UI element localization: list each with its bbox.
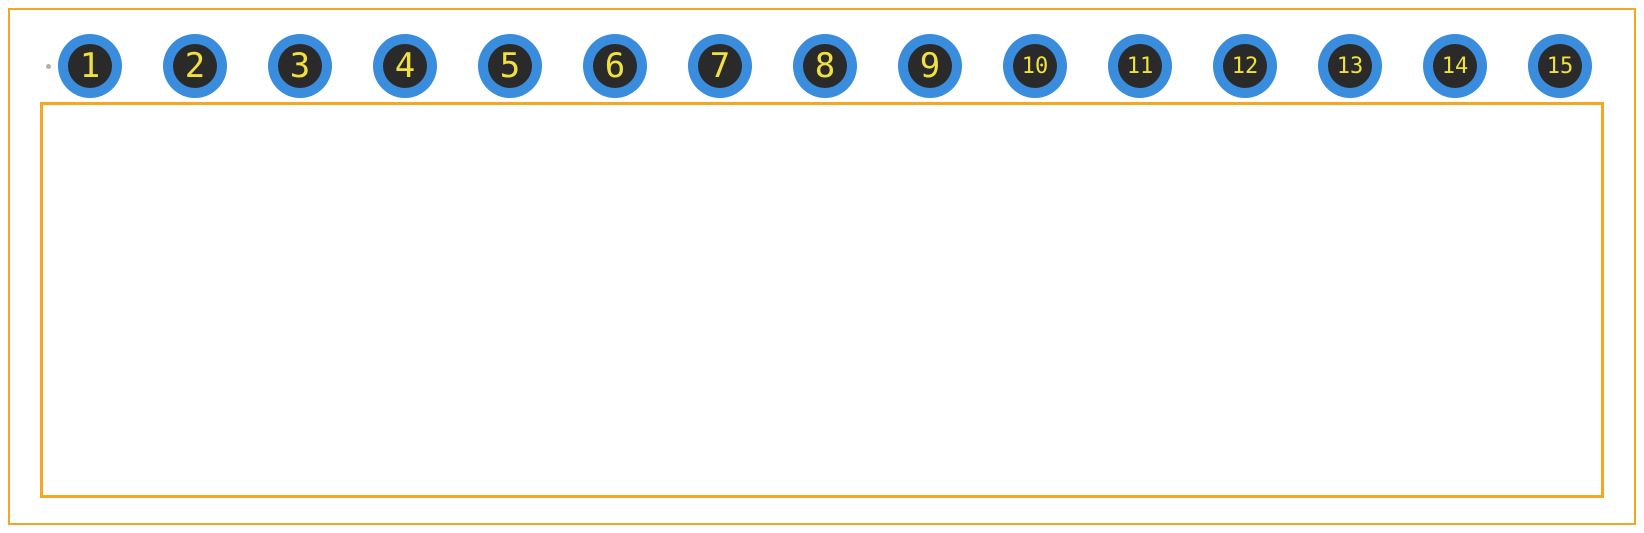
drill-5: 5 — [488, 44, 532, 88]
drill-14: 14 — [1433, 44, 1477, 88]
pad-label-6: 6 — [605, 46, 625, 86]
pad-label-12: 12 — [1232, 54, 1259, 79]
pad-label-14: 14 — [1442, 54, 1469, 79]
drill-15: 15 — [1538, 44, 1582, 88]
pad-10: 10 — [1003, 34, 1067, 98]
pad-label-15: 15 — [1547, 54, 1574, 79]
pad-label-1: 1 — [80, 46, 100, 86]
drill-6: 6 — [593, 44, 637, 88]
pad-label-9: 9 — [920, 46, 940, 86]
pad-label-7: 7 — [710, 46, 730, 86]
pad-14: 14 — [1423, 34, 1487, 98]
drill-7: 7 — [698, 44, 742, 88]
pad-13: 13 — [1318, 34, 1382, 98]
pad-9: 9 — [898, 34, 962, 98]
pad-6: 6 — [583, 34, 647, 98]
pad-2: 2 — [163, 34, 227, 98]
component-outline — [40, 102, 1604, 498]
pad-label-13: 13 — [1337, 54, 1364, 79]
drill-10: 10 — [1013, 44, 1057, 88]
drill-4: 4 — [383, 44, 427, 88]
pin1-marker — [46, 64, 51, 69]
pad-15: 15 — [1528, 34, 1592, 98]
pad-label-3: 3 — [290, 46, 310, 86]
drill-3: 3 — [278, 44, 322, 88]
drill-13: 13 — [1328, 44, 1372, 88]
pad-label-11: 11 — [1127, 54, 1154, 79]
drill-11: 11 — [1118, 44, 1162, 88]
drill-12: 12 — [1223, 44, 1267, 88]
drill-9: 9 — [908, 44, 952, 88]
pad-11: 11 — [1108, 34, 1172, 98]
drill-1: 1 — [68, 44, 112, 88]
pad-12: 12 — [1213, 34, 1277, 98]
pad-label-8: 8 — [815, 46, 835, 86]
pad-label-4: 4 — [395, 46, 415, 86]
pad-3: 3 — [268, 34, 332, 98]
pad-1: 1 — [58, 34, 122, 98]
pad-4: 4 — [373, 34, 437, 98]
pad-label-5: 5 — [500, 46, 520, 86]
pad-7: 7 — [688, 34, 752, 98]
drill-8: 8 — [803, 44, 847, 88]
pad-8: 8 — [793, 34, 857, 98]
pad-label-2: 2 — [185, 46, 205, 86]
drill-2: 2 — [173, 44, 217, 88]
pad-5: 5 — [478, 34, 542, 98]
pad-label-10: 10 — [1022, 54, 1049, 79]
